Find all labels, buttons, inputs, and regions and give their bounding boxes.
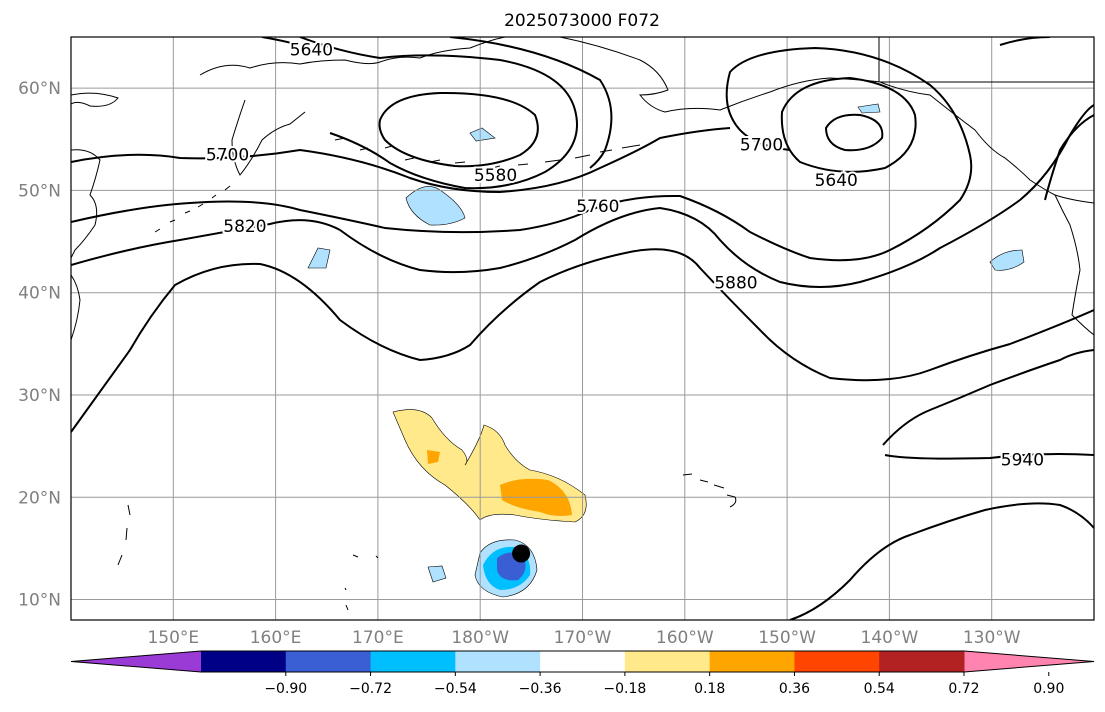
hawaiian-islands <box>682 473 737 508</box>
contour-5640-west <box>299 37 578 190</box>
colorbar-tick-label: 0.90 <box>1033 681 1064 697</box>
contour-5700 <box>71 127 731 194</box>
contour-5580-low-west <box>378 91 539 168</box>
contour-5880 <box>71 248 1094 433</box>
lon-tick-label: 140°W <box>861 628 919 648</box>
contour-label: 5940 <box>1001 450 1044 470</box>
contour-label: 5700 <box>740 135 783 155</box>
colorbar-tick-label: 0.72 <box>948 681 979 697</box>
latitude-tick-labels: 10°N 20°N 30°N 40°N 50°N 60°N <box>18 79 61 610</box>
lat-tick-label: 20°N <box>18 488 61 508</box>
negative-anomaly-small-4 <box>989 249 1025 271</box>
colorbar: −0.90 −0.72 −0.54 −0.36 −0.18 0.18 0.36 0.54 0.7… <box>70 650 1095 697</box>
contour-5640-east-low <box>780 76 917 173</box>
lon-tick-label: 160°E <box>250 628 302 648</box>
colorbar-segment <box>285 651 372 672</box>
coastlines <box>71 37 1094 611</box>
colorbar-tick-label: 0.36 <box>779 681 810 697</box>
contour-label: 5760 <box>576 197 619 217</box>
negative-anomaly-small-6 <box>469 127 496 142</box>
contour-5940 <box>882 349 1094 460</box>
lat-tick-label: 50°N <box>18 181 61 201</box>
colorbar-tick-label: −0.36 <box>519 681 562 697</box>
lon-tick-label: 160°W <box>656 628 714 648</box>
contour-5700-upper <box>449 37 613 169</box>
lon-tick-label: 130°W <box>963 628 1021 648</box>
colorbar-tick-label: −0.90 <box>264 681 307 697</box>
figure-title: 2025073000 F072 <box>504 11 660 31</box>
contour-label: 5820 <box>223 217 266 237</box>
colorbar-tick-label: −0.18 <box>603 681 646 697</box>
colorbar-segment <box>370 651 456 672</box>
lat-tick-label: 60°N <box>18 79 61 99</box>
lon-tick-label: 180°W <box>451 628 509 648</box>
alaska-coastline <box>559 37 1094 204</box>
colorbar-segment <box>455 651 541 672</box>
lon-tick-label: 170°E <box>352 628 404 648</box>
map-panel: 5580 5640 5700 5700 5760 5820 5880 5940 5640 <box>70 36 1095 621</box>
map-frame <box>70 36 1095 621</box>
negative-anomaly-small-2 <box>405 186 466 226</box>
storm-center-marker <box>512 544 531 563</box>
contour-5820 <box>71 104 1094 288</box>
marianas-islands <box>117 504 131 566</box>
contour-5760 <box>71 46 973 262</box>
lon-tick-label: 150°W <box>758 628 816 648</box>
colorbar-segment <box>624 651 711 672</box>
lat-tick-label: 40°N <box>18 284 61 304</box>
negative-anomaly-small-5 <box>857 103 881 114</box>
colorbar-tick-label: 0.18 <box>694 681 725 697</box>
lat-tick-label: 10°N <box>18 591 61 611</box>
lon-tick-label: 150°E <box>147 628 199 648</box>
contour-coast-east <box>1044 114 1094 201</box>
colorbar-segment <box>540 651 626 672</box>
lat-tick-label: 30°N <box>18 386 61 406</box>
aleutian-islands <box>334 137 641 169</box>
negative-anomaly-small-3 <box>307 247 331 269</box>
contour-labels: 5580 5640 5700 5700 5760 5820 5880 5940 5640 <box>204 38 1046 472</box>
colorbar-segment <box>709 651 795 672</box>
longitude-tick-labels: 150°E 160°E 170°E 180°W 170°W 160°W 150°W 140°W… <box>147 628 1020 648</box>
contour-label: 5580 <box>474 166 517 186</box>
negative-anomaly-small-1 <box>427 565 447 583</box>
colorbar-outline <box>70 650 1095 673</box>
contour-5940-south <box>789 502 1094 620</box>
gridlines <box>71 37 1094 620</box>
colorbar-tick-label: 0.54 <box>864 681 895 697</box>
colorbar-tick-label: −0.54 <box>434 681 477 697</box>
contour-label: 5640 <box>290 40 333 60</box>
asia-coastline <box>71 92 119 341</box>
contour-label: 5880 <box>714 273 757 293</box>
colorbar-tick-label: −0.72 <box>349 681 392 697</box>
positive-anomaly-spot <box>427 450 440 464</box>
kamchatka-coastline <box>199 37 506 176</box>
colorbar-segment <box>201 651 287 672</box>
colorbar-extend-high <box>964 651 1094 672</box>
height-contours <box>71 37 1094 620</box>
contour-5580-east-core <box>824 113 884 152</box>
colorbar-extend-low <box>71 651 201 672</box>
lon-tick-label: 170°W <box>554 628 612 648</box>
marshall-islands <box>344 554 379 611</box>
north-america-west-coast <box>1054 194 1094 336</box>
contour-label: 5640 <box>815 171 858 191</box>
contour-label: 5700 <box>206 146 249 166</box>
kuril-islands <box>154 185 231 233</box>
colorbar-segment <box>794 651 880 672</box>
colorbar-segment <box>879 651 965 672</box>
